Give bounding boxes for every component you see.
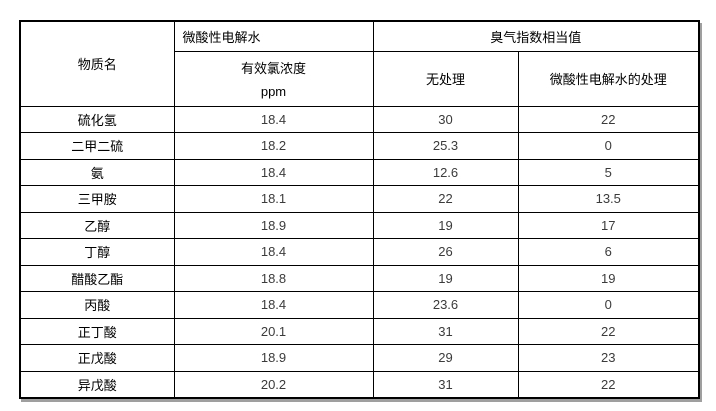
odor-index-table: 物质名 微酸性电解水 臭气指数相当值 有效氯浓度 ppm 无处理 微酸性电解水的… (19, 20, 701, 399)
treated-value-cell: 6 (517, 238, 700, 266)
header-chlorine-unit: ppm (260, 83, 287, 99)
treated-value-cell: 13.5 (517, 185, 700, 213)
header-treated: 微酸性电解水的处理 (517, 50, 700, 107)
untreated-value-cell: 23.6 (372, 291, 519, 319)
table-row: 醋酸乙酯 18.8 19 19 (19, 264, 700, 292)
untreated-value-cell: 22 (372, 185, 519, 213)
substance-name-cell: 异戊酸 (19, 370, 175, 398)
substance-name-cell: 醋酸乙酯 (19, 264, 175, 292)
untreated-value-cell: 29 (372, 344, 519, 372)
table-row: 异戊酸 20.2 31 22 (19, 370, 700, 398)
treated-value-cell: 23 (517, 344, 700, 372)
table-row: 氨 18.4 12.6 5 (19, 158, 700, 186)
substance-name-cell: 硫化氢 (19, 105, 175, 133)
header-chlorine-line1: 有效氯浓度 (240, 60, 306, 76)
untreated-value-cell: 19 (372, 211, 519, 239)
header-row-1: 物质名 微酸性电解水 臭气指数相当值 (19, 20, 700, 107)
chlorine-ppm-cell: 18.4 (173, 105, 374, 133)
table-row: 正丁酸 20.1 31 22 (19, 317, 700, 345)
chlorine-ppm-cell: 20.2 (173, 370, 374, 398)
untreated-value-cell: 31 (372, 317, 519, 345)
chlorine-ppm-cell: 18.4 (173, 238, 374, 266)
substance-name-cell: 丁醇 (19, 238, 175, 266)
treated-value-cell: 22 (517, 317, 700, 345)
untreated-value-cell: 26 (372, 238, 519, 266)
untreated-value-cell: 31 (372, 370, 519, 398)
chlorine-ppm-cell: 18.9 (173, 211, 374, 239)
treated-value-cell: 0 (517, 291, 700, 319)
treated-value-cell: 19 (517, 264, 700, 292)
treated-value-cell: 22 (517, 105, 700, 133)
header-chlorine-concentration: 有效氯浓度 ppm (173, 50, 374, 107)
table-row: 乙醇 18.9 19 17 (19, 211, 700, 239)
treated-value-cell: 0 (517, 132, 700, 160)
table-row: 二甲二硫 18.2 25.3 0 (19, 132, 700, 160)
header-odor-index-group: 臭气指数相当值 (372, 20, 700, 52)
header-substance-name: 物质名 (19, 20, 175, 107)
chlorine-ppm-cell: 18.2 (173, 132, 374, 160)
treated-value-cell: 22 (517, 370, 700, 398)
table-body: 硫化氢 18.4 30 22 二甲二硫 18.2 25.3 0 氨 18.4 12.6 5 三甲胺 18.… (19, 105, 700, 398)
table-row: 硫化氢 18.4 30 22 (19, 105, 700, 133)
untreated-value-cell: 19 (372, 264, 519, 292)
table-row: 丙酸 18.4 23.6 0 (19, 291, 700, 319)
substance-name-cell: 二甲二硫 (19, 132, 175, 160)
untreated-value-cell: 25.3 (372, 132, 519, 160)
substance-name-cell: 乙醇 (19, 211, 175, 239)
chlorine-ppm-cell: 20.1 (173, 317, 374, 345)
substance-name-cell: 丙酸 (19, 291, 175, 319)
table-header: 物质名 微酸性电解水 臭气指数相当值 有效氯浓度 ppm 无处理 微酸性电解水的… (19, 20, 700, 107)
chlorine-ppm-cell: 18.4 (173, 291, 374, 319)
treated-value-cell: 5 (517, 158, 700, 186)
table-row: 三甲胺 18.1 22 13.5 (19, 185, 700, 213)
table-row: 丁醇 18.4 26 6 (19, 238, 700, 266)
header-untreated: 无处理 (372, 50, 519, 107)
chlorine-ppm-cell: 18.8 (173, 264, 374, 292)
header-row-2: 有效氯浓度 ppm 无处理 微酸性电解水的处理 (20, 50, 700, 107)
header-electrolyzed-water-group: 微酸性电解水 (173, 20, 374, 52)
table-row: 正戊酸 18.9 29 23 (19, 344, 700, 372)
substance-name-cell: 氨 (19, 158, 175, 186)
chlorine-ppm-cell: 18.4 (173, 158, 374, 186)
untreated-value-cell: 30 (372, 105, 519, 133)
treated-value-cell: 17 (517, 211, 700, 239)
substance-name-cell: 三甲胺 (19, 185, 175, 213)
chlorine-ppm-cell: 18.1 (173, 185, 374, 213)
substance-name-cell: 正丁酸 (19, 317, 175, 345)
substance-name-cell: 正戊酸 (19, 344, 175, 372)
chlorine-ppm-cell: 18.9 (173, 344, 374, 372)
untreated-value-cell: 12.6 (372, 158, 519, 186)
